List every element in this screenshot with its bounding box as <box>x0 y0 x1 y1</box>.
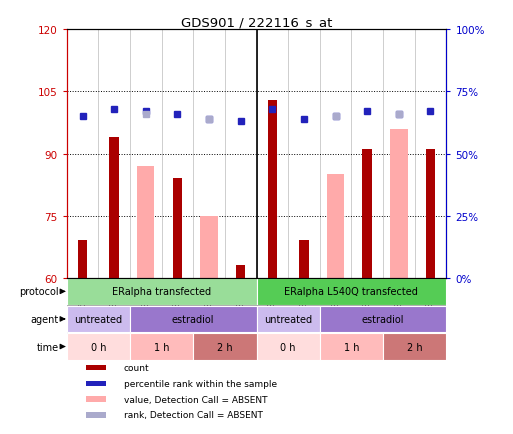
Bar <box>256 279 446 305</box>
Bar <box>390 129 407 278</box>
Text: estradiol: estradiol <box>172 314 214 324</box>
Text: 1 h: 1 h <box>344 342 359 352</box>
Text: protocol: protocol <box>19 287 59 297</box>
Text: count: count <box>124 363 149 372</box>
Text: agent: agent <box>31 314 59 324</box>
Bar <box>268 101 277 278</box>
Bar <box>86 365 106 371</box>
Text: untreated: untreated <box>74 314 123 324</box>
Bar <box>67 306 130 332</box>
Bar <box>201 216 218 278</box>
Text: 0 h: 0 h <box>91 342 106 352</box>
Text: ERalpha transfected: ERalpha transfected <box>112 287 211 297</box>
Bar <box>86 397 106 402</box>
Bar <box>320 306 446 332</box>
Text: untreated: untreated <box>264 314 312 324</box>
Text: 2 h: 2 h <box>407 342 423 352</box>
Text: 2 h: 2 h <box>217 342 233 352</box>
Bar <box>130 333 193 360</box>
Bar <box>426 150 435 278</box>
Bar <box>256 306 320 332</box>
Bar <box>173 179 182 278</box>
Text: value, Detection Call = ABSENT: value, Detection Call = ABSENT <box>124 395 267 404</box>
Bar <box>383 333 446 360</box>
Bar <box>363 150 372 278</box>
Bar <box>130 306 256 332</box>
Text: estradiol: estradiol <box>362 314 404 324</box>
Text: rank, Detection Call = ABSENT: rank, Detection Call = ABSENT <box>124 411 263 419</box>
Bar <box>109 138 119 278</box>
Bar <box>67 279 256 305</box>
Text: time: time <box>37 342 59 352</box>
Bar <box>137 167 154 278</box>
Bar <box>256 333 320 360</box>
Bar <box>327 175 344 278</box>
Bar <box>86 412 106 418</box>
Bar <box>78 241 87 278</box>
Bar <box>67 333 130 360</box>
Bar <box>236 266 245 278</box>
Bar <box>86 381 106 386</box>
Text: ERalpha L540Q transfected: ERalpha L540Q transfected <box>285 287 418 297</box>
Text: 0 h: 0 h <box>281 342 296 352</box>
Bar <box>320 333 383 360</box>
Text: percentile rank within the sample: percentile rank within the sample <box>124 379 277 388</box>
Bar <box>299 241 309 278</box>
Text: 1 h: 1 h <box>154 342 169 352</box>
Bar <box>193 333 256 360</box>
Title: GDS901 / 222116_s_at: GDS901 / 222116_s_at <box>181 16 332 29</box>
